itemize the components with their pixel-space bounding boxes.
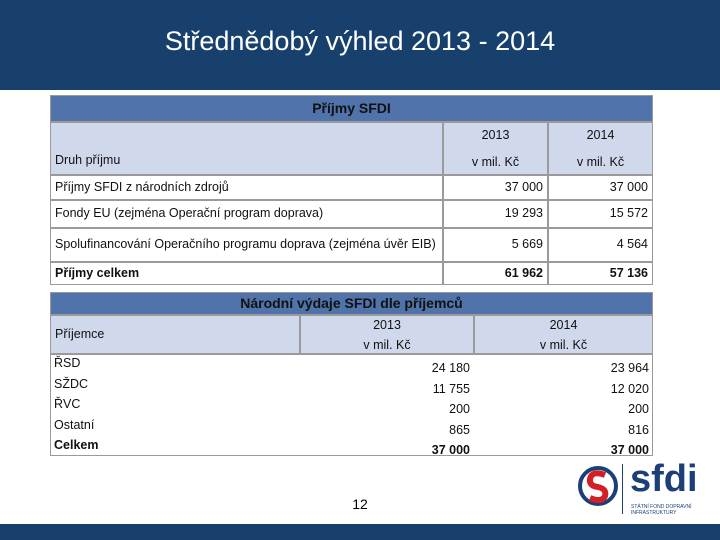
- year-label: 2014: [549, 318, 578, 332]
- value-cell: 37 000: [610, 443, 649, 457]
- row-label: Fondy EU (zejména Operační program dopra…: [50, 200, 443, 228]
- value-cell: 200: [628, 402, 649, 416]
- value-cell: 816: [628, 422, 649, 437]
- value-cell: 57 136: [548, 262, 653, 285]
- unit-label: v mil. Kč: [539, 338, 588, 352]
- header-cell: Příjemce: [50, 315, 300, 354]
- value-cell: 5 669: [443, 228, 548, 262]
- year-label: 2013: [373, 318, 401, 332]
- value-cell: 37 000: [443, 175, 548, 200]
- year-label: 2013: [481, 128, 510, 142]
- value-cell: 23 964: [610, 361, 649, 375]
- unit-label: v mil. Kč: [576, 155, 625, 169]
- value-cell: 61 962: [443, 262, 548, 285]
- logo-divider: [622, 464, 623, 514]
- row-label: Příjmy SFDI z národních zdrojů: [50, 175, 443, 200]
- header-cell: [548, 122, 653, 175]
- header-cell: [443, 122, 548, 175]
- year-label: 2014: [586, 128, 615, 142]
- row-label: Ostatní: [54, 417, 95, 432]
- header-cell: [300, 315, 474, 354]
- unit-label: v mil. Kč: [471, 155, 520, 169]
- value-cell: 37 000: [548, 175, 653, 200]
- row-label: Příjmy celkem: [50, 262, 443, 285]
- value-cell: 37 000: [431, 443, 470, 457]
- value-cell: 15 572: [548, 200, 653, 228]
- title-band: [0, 0, 720, 90]
- unit-label: v mil. Kč: [363, 338, 411, 352]
- value-cell: 11 755: [432, 381, 470, 396]
- footer-band: [0, 524, 720, 540]
- row-label: Spolufinancování Operačního programu dop…: [50, 228, 443, 262]
- row-label: Celkem: [54, 438, 99, 452]
- value-cell: 24 180: [431, 361, 470, 375]
- value-cell: 200: [449, 402, 470, 416]
- table-title: Národní výdaje SFDI dle příjemců: [50, 292, 653, 315]
- header-cell: Druh příjmu: [50, 122, 443, 175]
- value-cell: 865: [449, 422, 470, 437]
- row-label: ŘVC: [54, 397, 81, 411]
- row-label: ŘSD: [54, 356, 81, 370]
- logo-icon: [578, 466, 618, 506]
- page-number: 12: [352, 496, 368, 512]
- row-label: SŽDC: [54, 376, 89, 391]
- logo-subtitle: STÁTNÍ FOND DOPRAVNÍ INFRASTRUKTURY: [631, 504, 692, 516]
- slide-title: Střednědobý výhled 2013 - 2014: [164, 26, 556, 56]
- value-cell: 19 293: [443, 200, 548, 228]
- value-cell: 12 020: [610, 381, 649, 396]
- logo-text: sfdi: [630, 458, 698, 500]
- table-title: Příjmy SFDI: [50, 95, 653, 122]
- value-cell: 4 564: [548, 228, 653, 262]
- header-cell: [474, 315, 653, 354]
- table-body: [50, 354, 653, 456]
